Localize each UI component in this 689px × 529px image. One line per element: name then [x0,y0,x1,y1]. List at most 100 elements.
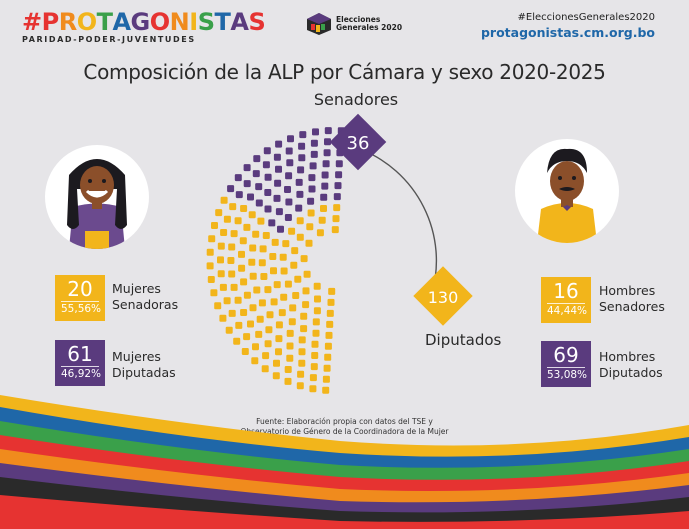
deputy-seat [272,372,280,380]
deputy-seat [206,248,214,256]
deputy-seat [280,293,288,301]
deputy-seat [333,204,341,212]
deputy-seat [270,298,278,306]
women-deputies-box: 61 46,92% [55,340,105,386]
diputados-total-badge: 130 [413,266,473,326]
senate-seat [298,154,306,162]
deputy-seat [230,283,238,291]
deputy-seat [256,315,264,323]
deputy-seat [286,342,294,350]
men-senators-label-1: Hombres [599,283,656,298]
senate-seat [312,128,319,136]
deputy-seat [311,352,319,359]
deputy-seat [316,229,324,237]
deputy-seat [210,289,218,297]
deputy-seat [265,326,273,334]
deputy-seat [248,211,256,219]
deputy-seat [288,318,296,326]
senate-seat [310,139,318,147]
senate-seat [295,204,303,212]
deputy-seat [211,222,218,229]
senate-seat [287,135,294,143]
senate-seat [321,171,329,179]
deputy-seat [253,286,261,294]
brand-tagline: PARIDAD-PODER-JUVENTUDES [22,35,196,44]
hashtag-text: #EleccionesGenerales2020 [517,12,655,23]
senate-seat [324,138,331,146]
deputy-seat [264,286,272,294]
deputy-seat [208,235,216,243]
women-senators-value: 20 [67,277,93,301]
men-senators-box: 16 44,44% [541,277,591,323]
diputados-label: Diputados [425,331,502,349]
deputy-seat [251,357,259,365]
deputy-seat [332,215,340,223]
deputy-seat [302,287,310,295]
senate-seat [227,185,235,193]
senate-seat [274,179,282,187]
men-deputies-label-2: Diputados [599,365,663,380]
deputy-seat [296,382,304,390]
senate-seat [285,198,293,206]
deputy-seat [322,386,330,394]
deputy-seat [228,243,236,251]
deputy-seat [227,257,235,264]
women-senators-label: Mujeres Senadoras [112,281,178,313]
deputy-seat [300,312,308,320]
deputy-seat [248,258,256,266]
deputy-seat [286,329,294,337]
deputy-seat [323,364,331,372]
senate-seat [247,193,254,201]
deputy-seat [286,354,294,362]
senate-seat [308,185,316,193]
deputy-seat [258,259,266,267]
senate-seat [295,178,303,186]
woman-avatar [45,145,149,249]
deputy-seat [223,215,231,223]
senate-seat [255,183,263,191]
deputy-seat [220,229,228,236]
senate-seat [308,174,316,182]
deputy-seat [219,283,227,291]
senate-seat [243,180,251,188]
deputy-seat [217,270,225,278]
deputy-seat [322,375,330,383]
deputy-seat [320,205,327,212]
deputy-seat [238,250,245,258]
page-title: Composición de la ALP por Cámara y sexo … [83,60,606,84]
senate-seat [307,197,315,205]
deputy-seat [282,240,290,248]
brand-letter: S [248,8,266,36]
deputy-seat [307,209,315,217]
brand-letter: O [76,8,97,36]
deputy-seat [228,270,236,278]
deputy-seat [289,304,297,312]
deputy-seat [207,276,215,283]
deputy-seat [247,320,254,328]
deputy-seat [275,335,283,343]
men-deputies-label-1: Hombres [599,349,656,364]
senate-seat [296,190,304,198]
deputy-seat [273,281,281,289]
men-deputies-box: 69 53,08% [541,341,591,387]
deputy-seat [238,264,246,272]
deputy-seat [243,333,251,341]
diputados-total: 130 [428,288,459,307]
deputy-seat [303,270,311,278]
women-deputies-label-1: Mujeres [112,349,161,364]
deputy-seat [273,359,280,367]
deputy-seat [324,342,332,350]
deputy-seat [280,267,288,275]
deputy-seat [257,217,265,225]
deputy-seat [284,280,292,288]
seat-dots [206,127,345,394]
men-deputies-pct: 53,08% [547,367,588,381]
deputy-seat [259,245,267,253]
website-link[interactable]: protagonistas.cm.org.bo [480,25,655,40]
man-illustration [537,148,597,243]
senate-seat [284,214,292,221]
senate-seat [284,186,291,193]
deputy-seat [324,353,332,361]
deputy-seat [214,302,222,310]
women-deputies-pct: 46,92% [61,366,102,380]
